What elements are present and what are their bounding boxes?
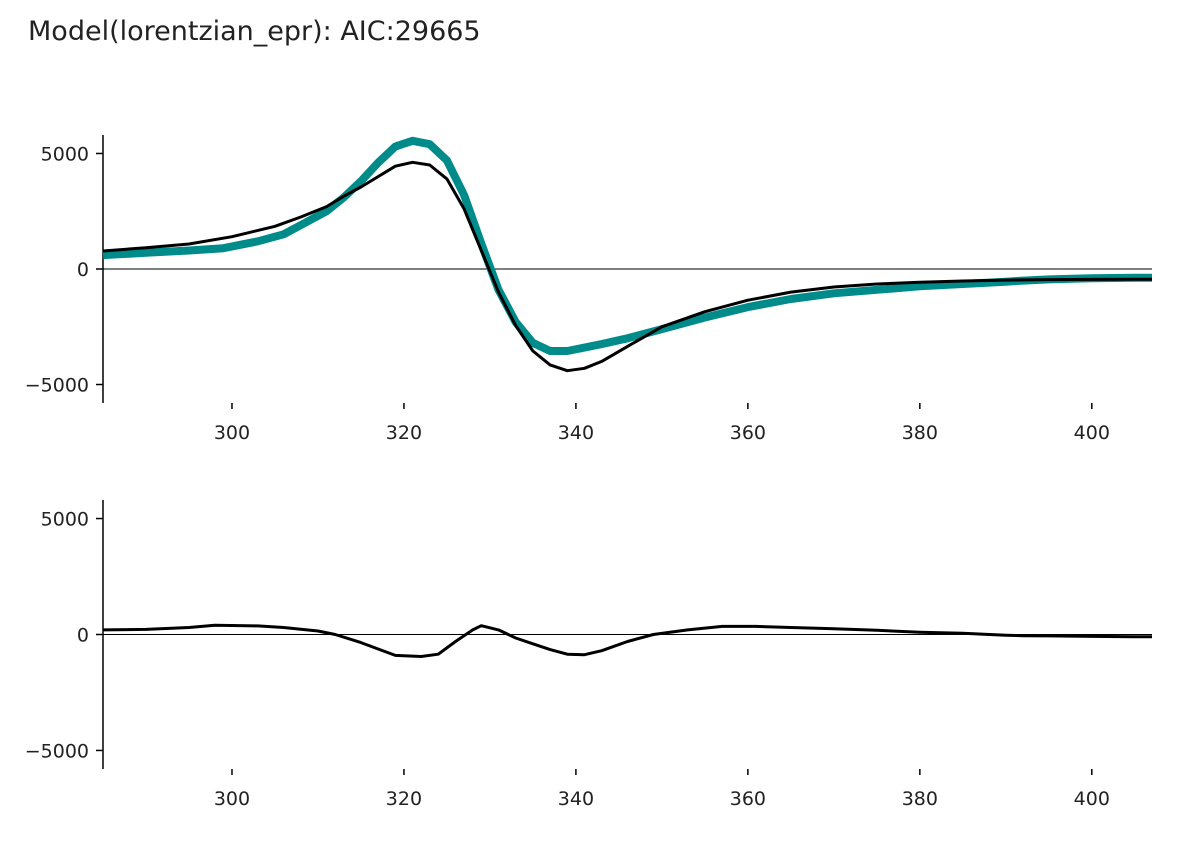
x-tick-label: 340 — [558, 788, 594, 810]
chart-title: Model(lorentzian_epr): AIC:29665 — [28, 16, 481, 47]
x-tick-label: 400 — [1074, 422, 1110, 444]
y-tick-label: 0 — [77, 259, 89, 281]
y-tick-label: −5000 — [25, 375, 89, 397]
data-series-line — [102, 136, 1152, 355]
y-tick-label: −5000 — [25, 740, 89, 762]
fit-series-line — [102, 160, 1152, 373]
x-tick-label: 380 — [902, 422, 938, 444]
bottom-panel: 5000 0 −5000 300 320 340 360 380 400 — [25, 500, 1152, 810]
x-tick-label: 300 — [214, 788, 250, 810]
x-tick-label: 300 — [214, 422, 250, 444]
x-tick-label: 380 — [902, 788, 938, 810]
x-tick-label: 320 — [386, 788, 422, 810]
residual-series-line — [102, 623, 1152, 658]
y-tick-label: 5000 — [41, 509, 89, 531]
x-tick-label: 340 — [558, 422, 594, 444]
x-tick-label: 320 — [386, 422, 422, 444]
top-panel: 5000 0 −5000 300 320 340 360 380 400 — [25, 135, 1152, 444]
y-tick-label: 5000 — [41, 143, 89, 165]
x-tick-label: 360 — [730, 422, 766, 444]
y-tick-label: 0 — [77, 625, 89, 647]
x-tick-label: 360 — [730, 788, 766, 810]
x-tick-label: 400 — [1074, 788, 1110, 810]
